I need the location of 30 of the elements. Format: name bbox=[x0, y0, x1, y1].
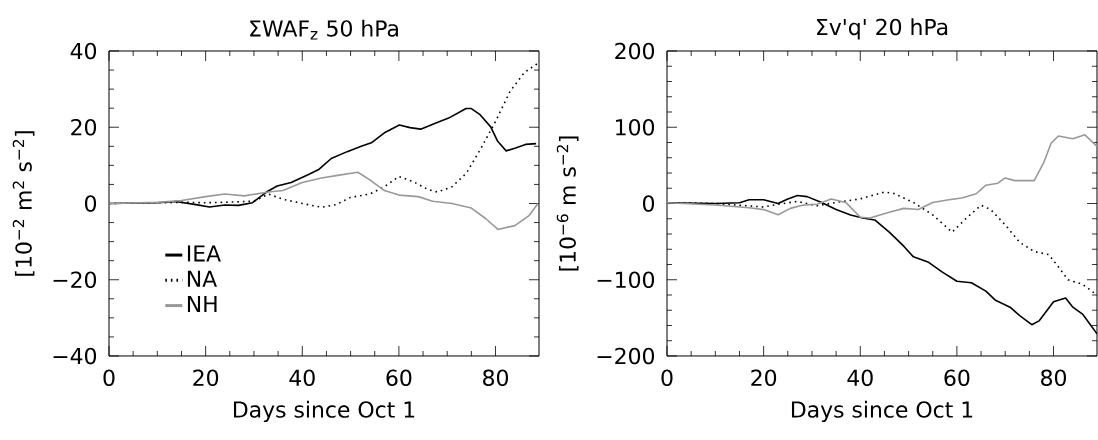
x-tick-label: 80 bbox=[1041, 369, 1066, 387]
chart-title: Σv'q' 20 hPa bbox=[817, 18, 948, 40]
line-series bbox=[667, 134, 1098, 219]
x-tick-label: 20 bbox=[193, 369, 219, 387]
legend-label: NA bbox=[187, 270, 217, 287]
y-tick-label: 20 bbox=[71, 118, 97, 136]
legend-label: IEA bbox=[187, 245, 221, 262]
y-tick-label: −100 bbox=[597, 271, 655, 289]
x-axis-title: Days since Oct 1 bbox=[791, 400, 973, 423]
x-axis-title: Days since Oct 1 bbox=[233, 400, 415, 423]
y-tick-label: −200 bbox=[597, 347, 655, 365]
y-tick-label: 40 bbox=[70, 42, 97, 60]
y-tick-label: 0 bbox=[643, 195, 655, 212]
x-tick-label: 60 bbox=[386, 369, 412, 387]
y-tick-label: 0 bbox=[85, 195, 97, 212]
x-tick-label: 60 bbox=[944, 369, 970, 387]
x-tick-label: 40 bbox=[289, 369, 315, 387]
x-tick-label: 20 bbox=[751, 369, 777, 387]
x-tick-label: 0 bbox=[661, 369, 673, 387]
legend-label: NH bbox=[187, 295, 217, 312]
y-tick-label: 100 bbox=[616, 118, 655, 136]
x-tick-label: 40 bbox=[847, 369, 873, 387]
y-tick-label: −40 bbox=[53, 347, 97, 365]
y-tick-label: 200 bbox=[615, 42, 655, 60]
x-tick-label: 80 bbox=[483, 369, 508, 387]
y-axis-title: [10$^{−2}$ m$^{2}$ s$^{−2}$] bbox=[12, 131, 35, 276]
y-axis-title: [10$^{−6}$ m s$^{−2}$] bbox=[556, 136, 579, 271]
y-tick-label: −20 bbox=[53, 271, 97, 289]
x-tick-label: 0 bbox=[103, 369, 115, 387]
chart-title: ΣWAF$_{z}$ 50 hPa bbox=[250, 19, 398, 40]
